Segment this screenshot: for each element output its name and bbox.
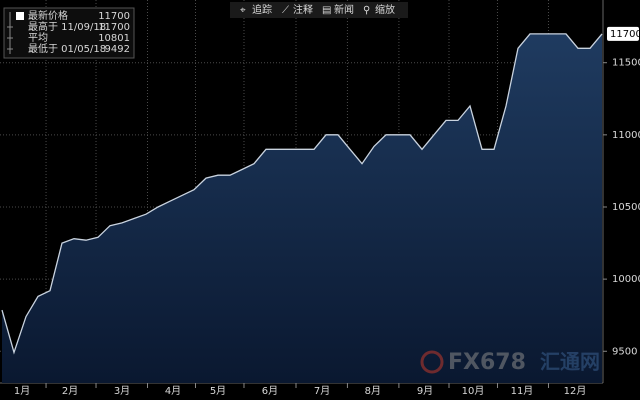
legend-label: 最低于 01/05/18 [28, 42, 106, 55]
toolbar-button[interactable]: 注释 [293, 3, 313, 16]
toolbar-icon: ⟋ [282, 5, 289, 16]
line [1, 33, 603, 355]
toolbar-button[interactable]: 新闻 [334, 3, 354, 16]
toolbar-bg [230, 2, 408, 18]
x-tick-label: 1月 [14, 385, 30, 397]
x-tick-label: 5月 [210, 385, 226, 397]
legend-value: 10801 [98, 33, 130, 44]
legend-value: 11700 [98, 11, 130, 22]
legend-box [3, 7, 135, 59]
toolbar-button[interactable]: 追踪 [252, 3, 272, 16]
legend-value: 11700 [98, 22, 130, 33]
x-tick-label: 3月 [114, 385, 130, 397]
y-tick-label: 10500 [612, 202, 640, 213]
legend-label: 最新价格 [28, 9, 68, 22]
y-tick-label: 11000 [612, 130, 640, 141]
legend-swatch [16, 12, 24, 20]
legend-value: 9492 [105, 44, 130, 55]
x-tick-label: 6月 [262, 385, 278, 397]
y-tick-label: 9500 [612, 346, 637, 357]
y-tick-label: 10000 [612, 274, 640, 285]
y-tick-label: 11500 [612, 58, 640, 69]
x-tick-label: 8月 [365, 385, 381, 397]
toolbar: ⌖ 追踪 ⟋ 注释 ▤ 新闻 ⚲ 缩放 [230, 2, 408, 18]
last-value-label: 11700 [610, 29, 640, 40]
legend-label: 最高于 11/09/18 [28, 20, 106, 33]
legend-label: 平均 [28, 32, 48, 44]
x-tick-label: 9月 [417, 385, 433, 397]
x-tick-label: 4月 [165, 385, 181, 397]
legend-tree [7, 12, 13, 54]
x-tick-label: 11月 [511, 385, 534, 397]
x-tick-label: 2月 [62, 385, 78, 397]
toolbar-icon: ▤ [322, 5, 331, 16]
toolbar-icon: ⌖ [240, 5, 246, 16]
x-tick-label: 12月 [564, 385, 587, 397]
legend: 最新价格 11700 最高于 11/09/18 11700 平均 10801 最… [3, 7, 135, 59]
last-value-tag [607, 26, 639, 41]
toolbar-button[interactable]: 缩放 [375, 3, 395, 16]
toolbar-icon: ⚲ [363, 5, 370, 16]
x-tick-label: 10月 [462, 385, 485, 397]
watermark: FX678 汇通网 [420, 350, 600, 375]
watermark-logo [420, 350, 444, 374]
watermark-text: 汇通网 [540, 350, 600, 374]
x-tick-label: 7月 [314, 385, 330, 397]
area [2, 33, 602, 384]
watermark-text: FX678 [448, 350, 526, 375]
